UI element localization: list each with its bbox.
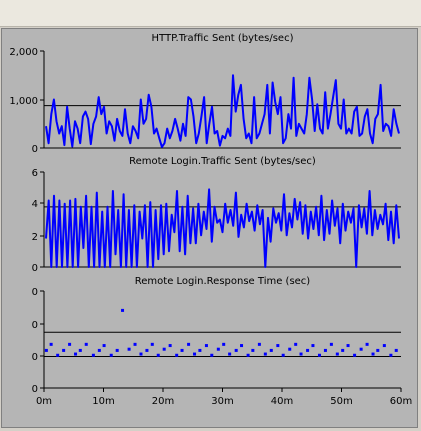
data-point [150,342,154,346]
data-point [323,348,327,352]
data-point [263,352,267,356]
data-point [371,352,375,356]
data-point [180,348,184,352]
data-point [335,352,339,356]
x-tick-label: 60m [390,396,412,407]
data-point [216,347,220,351]
data-point [306,348,310,352]
data-point [246,353,250,357]
y-tick-label: 0 [32,263,38,274]
y-tick-label: 4 [32,199,38,210]
data-point [91,353,95,357]
data-point [56,353,60,357]
series-line [45,188,400,268]
data-point [74,352,78,356]
data-point [175,353,179,357]
data-point [78,348,82,352]
y-tick-label: 0 [32,384,38,395]
data-point [187,342,191,346]
data-point [121,308,125,312]
data-point [222,342,226,346]
data-point [102,344,106,348]
data-point [353,353,357,357]
chart-title: HTTP.Traffic Sent (bytes/sec) [152,33,294,44]
data-point [234,348,238,352]
data-point [193,352,197,356]
data-point [341,348,345,352]
data-point [251,348,255,352]
data-point [269,348,273,352]
data-point [311,344,315,348]
data-point [389,353,393,357]
data-point [394,348,398,352]
chart-title: Remote Login.Response Time (sec) [135,276,311,287]
data-point [97,348,101,352]
data-point [84,342,88,346]
series-line [45,74,400,148]
data-point [115,348,119,352]
data-point [198,348,202,352]
x-tick-label: 0m [36,396,52,407]
data-point [139,352,143,356]
data-point [127,347,131,351]
data-point [210,353,214,357]
data-point [288,347,292,351]
data-point [168,344,172,348]
data-point [133,342,137,346]
y-tick-label: 2,000 [9,47,38,58]
data-point [162,347,166,351]
data-point [294,342,298,346]
data-point [68,342,72,346]
x-tick-label: 50m [330,396,352,407]
y-tick-label: 0 [32,287,38,298]
data-point [62,348,66,352]
x-tick-label: 30m [211,396,233,407]
window-titlebar [0,0,421,27]
y-tick-label: 0 [32,320,38,331]
data-point [109,353,113,357]
y-tick-label: 6 [32,168,38,179]
data-point [257,342,261,346]
data-point [276,344,280,348]
charts-canvas: HTTP.Traffic Sent (bytes/sec) 2,000 1,000 0… [9,33,412,407]
chart-panel: HTTP.Traffic Sent (bytes/sec) 2,000 1,000 0… [1,28,418,428]
data-point [145,348,149,352]
x-tick-label: 10m [92,396,114,407]
data-point [382,344,386,348]
data-point [299,352,303,356]
data-point [359,347,363,351]
data-point [281,353,285,357]
data-point [228,352,232,356]
chart-title: Remote Login.Traffic Sent (bytes/sec) [129,156,316,167]
y-tick-label: 0 [32,144,38,155]
data-point [240,344,244,348]
data-point [365,342,369,346]
data-point [376,348,380,352]
data-point [156,353,160,357]
data-point [49,342,53,346]
y-tick-label: 2 [32,232,38,243]
data-point [44,348,48,352]
x-tick-label: 40m [271,396,293,407]
y-tick-label: 1,000 [9,96,38,107]
data-point [317,353,321,357]
x-tick-label: 20m [152,396,174,407]
data-point [346,344,350,348]
y-tick-label: 0 [32,352,38,363]
data-point [204,344,208,348]
data-point [329,342,333,346]
